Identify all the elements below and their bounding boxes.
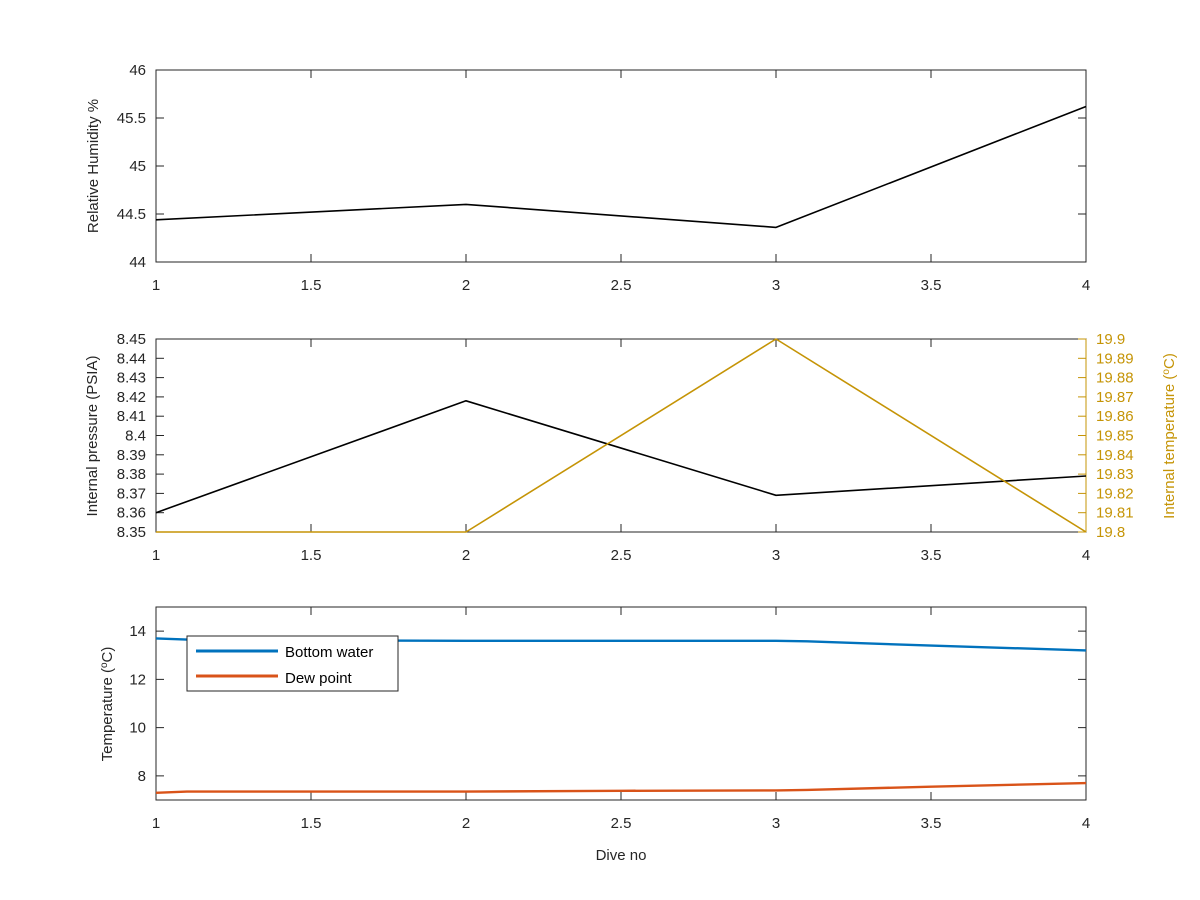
y-tick-label: 45 (129, 158, 146, 175)
y-right-tick-label: 19.83 (1096, 466, 1134, 483)
legend-label-bottom-water: Bottom water (285, 644, 373, 661)
x-tick-label: 2.5 (611, 815, 632, 832)
degree-sup: o (99, 662, 110, 668)
y-tick-label: 8.38 (117, 466, 146, 483)
x-tick-label: 1 (152, 547, 160, 564)
y-right-tick-label: 19.9 (1096, 331, 1125, 348)
y-right-tick-label: 19.84 (1096, 447, 1134, 464)
temperature-x-ticks: 1 1.5 2 2.5 3 3.5 4 (152, 607, 1090, 832)
legend-box (186, 635, 399, 692)
x-tick-label: 3 (772, 547, 780, 564)
y-right-tick-label: 19.88 (1096, 370, 1134, 387)
y-tick-label: 8.44 (117, 350, 146, 367)
y-tick-label: 44 (129, 254, 146, 271)
y-right-tick-label: 19.81 (1096, 505, 1134, 522)
pressure-temperature-panel: 1 1.5 2 2.5 3 3.5 4 8.35 8.36 8.37 8.38 8.39 8.4 8.4… (84, 331, 1178, 564)
x-tick-label: 4 (1082, 815, 1090, 832)
internal-temperature-y-ticks: 19.8 19.81 19.82 19.83 19.84 19.85 19.86 19.87 1… (1078, 331, 1134, 541)
y-right-tick-label: 19.86 (1096, 408, 1134, 425)
y-right-tick-label: 19.82 (1096, 485, 1134, 502)
x-tick-label: 3.5 (921, 815, 942, 832)
series-line-line-1 (156, 338, 1087, 533)
y-right-tick-label: 19.89 (1096, 350, 1134, 367)
y-tick-label: 8.42 (117, 389, 146, 406)
humidity-x-ticks: 1 1.5 2 2.5 3 3.5 4 (152, 70, 1090, 294)
x-tick-label: 3 (772, 277, 780, 294)
x-tick-label: 2 (462, 547, 470, 564)
y-tick-label: 8.4 (125, 428, 146, 445)
series-line-dew-point (155, 781, 1087, 794)
x-tick-label: 1.5 (301, 277, 322, 294)
degree-sup: o (1161, 369, 1172, 375)
humidity-panel: 1 1.5 2 2.5 3 3.5 4 44 44.5 45 45.5 46 Relative Hu… (85, 62, 1090, 294)
y-tick-label: 8.35 (117, 524, 146, 541)
x-tick-label: 2 (462, 815, 470, 832)
y-tick-label: 45.5 (117, 110, 146, 127)
y-right-tick-label: 19.8 (1096, 524, 1125, 541)
temperature-y-ticks: 8 10 12 14 (129, 623, 1086, 785)
x-tick-label: 1.5 (301, 547, 322, 564)
x-tick-label: 2.5 (611, 277, 632, 294)
legend-label-dew-point: Dew point (285, 670, 353, 687)
x-tick-label: 3 (772, 815, 780, 832)
x-tick-label: 1 (152, 815, 160, 832)
x-tick-label: 4 (1082, 277, 1090, 294)
y-right-tick-label: 19.85 (1096, 428, 1134, 445)
x-tick-label: 1.5 (301, 815, 322, 832)
y-tick-label: 8.43 (117, 370, 146, 387)
pressure-temperature-series (155, 338, 1087, 533)
y-tick-label: 8.45 (117, 331, 146, 348)
pressure-x-ticks: 1 1.5 2 2.5 3 3.5 4 (152, 339, 1090, 564)
legend: Bottom water Dew point (186, 635, 399, 692)
series-line-line-0 (155, 105, 1087, 229)
x-tick-label: 1 (152, 277, 160, 294)
x-tick-label: 4 (1082, 547, 1090, 564)
temperature-y-axis-label: Temperature (oC) (99, 647, 117, 762)
internal-temperature-y-axis-label: Internal temperature (oC) (1161, 353, 1179, 519)
y-tick-label: 8.37 (117, 485, 146, 502)
y-tick-label: 10 (129, 720, 146, 737)
humidity-y-axis-label: Relative Humidity % (85, 99, 102, 233)
pressure-y-ticks: 8.35 8.36 8.37 8.38 8.39 8.4 8.41 8.42 8.43 8.44 8… (117, 331, 164, 541)
y-tick-label: 8.36 (117, 505, 146, 522)
x-tick-label: 2 (462, 277, 470, 294)
humidity-series (155, 105, 1087, 229)
series-line-line-0 (155, 399, 1087, 514)
y-tick-label: 8 (138, 768, 146, 785)
y-tick-label: 8.39 (117, 447, 146, 464)
humidity-y-ticks: 44 44.5 45 45.5 46 (117, 62, 1086, 271)
y-tick-label: 44.5 (117, 206, 146, 223)
y-right-tick-label: 19.87 (1096, 389, 1134, 406)
x-tick-label: 3.5 (921, 547, 942, 564)
x-tick-label: 2.5 (611, 547, 632, 564)
y-tick-label: 12 (129, 671, 146, 688)
temperature-panel: 1 1.5 2 2.5 3 3.5 4 8 10 12 14 Temperature (oC) D… (99, 606, 1090, 864)
x-tick-label: 3.5 (921, 277, 942, 294)
x-axis-label: Dive no (596, 847, 647, 864)
humidity-plot-area (155, 69, 1087, 263)
pressure-y-axis-label: Internal pressure (PSIA) (84, 356, 101, 517)
y-tick-label: 8.41 (117, 408, 146, 425)
y-tick-label: 14 (129, 623, 146, 640)
y-tick-label: 46 (129, 62, 146, 79)
